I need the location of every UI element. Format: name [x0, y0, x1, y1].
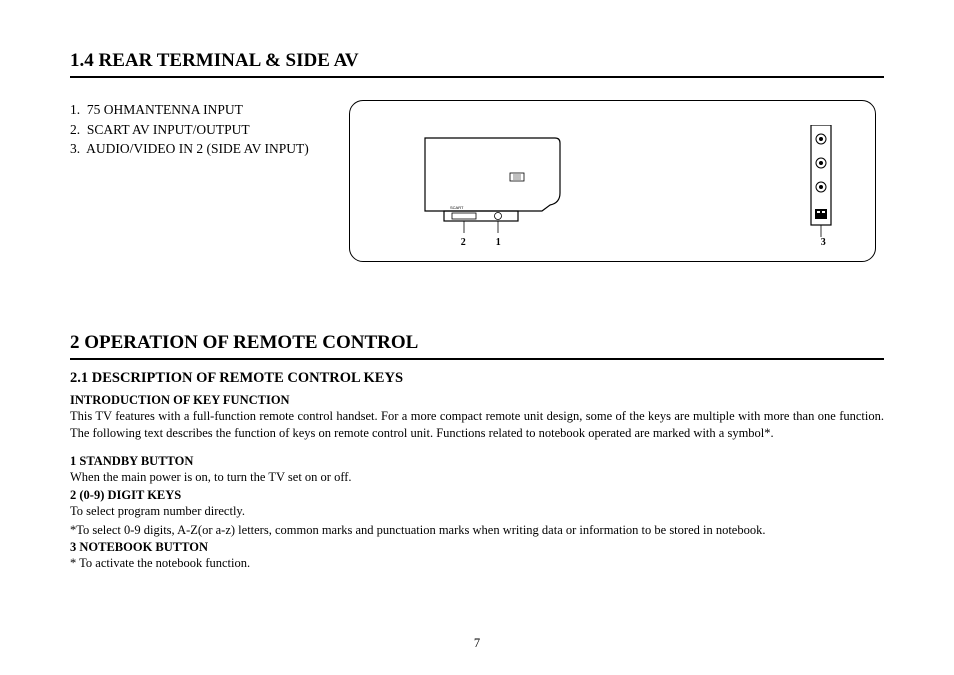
section-2-rule: [70, 358, 884, 360]
intro-body: This TV features with a full-function re…: [70, 408, 884, 442]
diagram-callout-2: 2: [461, 237, 466, 248]
key-2-body-2: *To select 0-9 digits, A-Z(or a-z) lette…: [70, 522, 884, 539]
key-1-head: 1 STANDBY BUTTON: [70, 454, 884, 469]
section-2-title: 2 OPERATION OF REMOTE CONTROL: [70, 332, 884, 354]
key-1-body: When the main power is on, to turn the T…: [70, 469, 884, 486]
diagram-callout-1: 1: [496, 237, 501, 248]
diagram-callout-3: 3: [821, 237, 826, 248]
terminal-diagram: SCART 2 1 3: [349, 100, 876, 262]
section-2-1-title: 2.1 DESCRIPTION OF REMOTE CONTROL KEYS: [70, 370, 884, 387]
section-1-4-rule: [70, 76, 884, 78]
key-2-head: 2 (0-9) DIGIT KEYS: [70, 488, 884, 503]
page-number: 7: [0, 636, 954, 651]
terminal-list: 1. 75 OHMANTENNA INPUT 2. SCART AV INPUT…: [70, 100, 309, 159]
tv-rear-icon: SCART: [420, 133, 570, 233]
scart-label: SCART: [450, 205, 464, 210]
key-3-body: * To activate the notebook function.: [70, 555, 884, 572]
section-1-4-title: 1.4 REAR TERMINAL & SIDE AV: [70, 50, 884, 72]
side-av-icon: [807, 125, 835, 237]
intro-heading: INTRODUCTION OF KEY FUNCTION: [70, 393, 884, 408]
key-2-body-1: To select program number directly.: [70, 503, 884, 520]
key-3-head: 3 NOTEBOOK BUTTON: [70, 540, 884, 555]
